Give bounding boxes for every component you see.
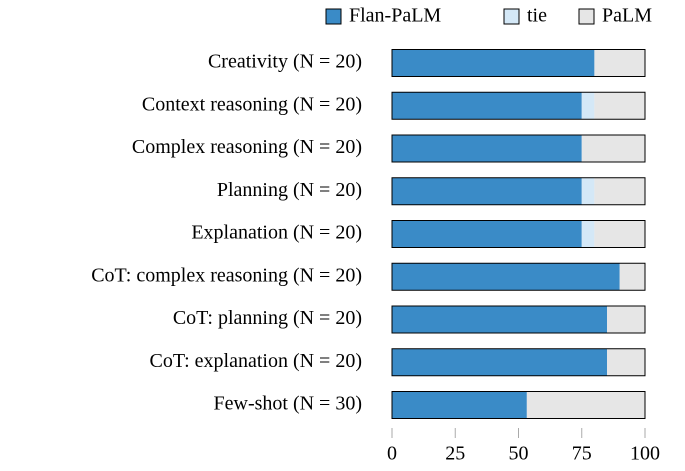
category-label: Context reasoning (N = 20): [142, 93, 362, 115]
legend-swatch: [578, 8, 595, 25]
bar-segment: [392, 177, 582, 205]
bar-segment: [594, 220, 645, 248]
bar-segment: [619, 263, 645, 291]
bar-segment: [392, 263, 620, 291]
bar-outline: [391, 348, 646, 377]
category-label: Complex reasoning (N = 20): [132, 136, 362, 158]
bar-segment: [607, 348, 645, 376]
x-tick-label: 75: [572, 443, 592, 465]
x-tick-label: 25: [445, 443, 465, 465]
x-tick-label: 100: [630, 443, 660, 465]
bar-outline: [391, 177, 646, 206]
x-tick-label: 0: [387, 443, 397, 465]
category-label: Explanation (N = 20): [191, 222, 362, 244]
bar-segment: [594, 92, 645, 120]
category-label: CoT: explanation (N = 20): [150, 350, 362, 372]
bar-segment: [392, 391, 527, 419]
bar-outline: [391, 391, 646, 419]
bar-segment: [607, 306, 645, 333]
bar-segment: [581, 135, 645, 162]
category-label: Few-shot (N = 30): [214, 393, 363, 415]
bar-outline: [391, 220, 646, 248]
bar-segment: [581, 92, 595, 120]
category-label: CoT: planning (N = 20): [173, 307, 362, 329]
legend-swatch: [503, 8, 520, 25]
bar-segment: [392, 220, 582, 248]
bar-segment: [581, 220, 595, 248]
bar-segment: [526, 391, 645, 419]
bar-segment: [594, 177, 645, 205]
bar-outline: [391, 305, 646, 334]
x-tick-label: 50: [509, 443, 529, 465]
category-label: CoT: complex reasoning (N = 20): [91, 264, 362, 286]
bar-segment: [392, 49, 595, 77]
bar-segment: [581, 177, 595, 205]
bar-segment: [392, 306, 608, 333]
bar-segment: [392, 92, 582, 120]
category-label: Planning (N = 20): [217, 179, 362, 201]
legend-swatch: [325, 8, 342, 25]
bar-segment: [392, 135, 582, 162]
bar-segment: [392, 348, 608, 376]
bar-outline: [391, 91, 646, 120]
legend-label: tie: [527, 5, 547, 27]
bar-outline: [391, 134, 646, 163]
bar-outline: [391, 49, 646, 77]
bar-outline: [391, 262, 646, 291]
category-label: Creativity (N = 20): [208, 51, 362, 73]
legend-label: PaLM: [602, 5, 652, 27]
bar-segment: [594, 49, 645, 77]
legend-label: Flan-PaLM: [349, 5, 441, 27]
